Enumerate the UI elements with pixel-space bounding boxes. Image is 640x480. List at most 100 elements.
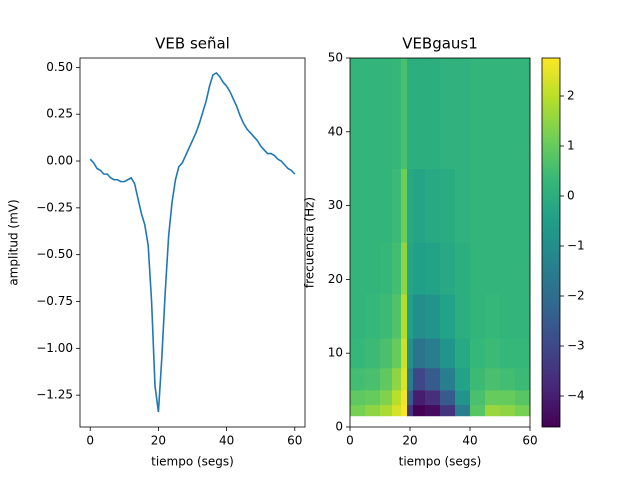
heatmap-cell xyxy=(380,367,393,391)
heatmap-cell xyxy=(413,390,426,406)
heatmap-cell xyxy=(392,404,402,417)
heatmap-cell xyxy=(425,367,441,391)
heatmap-cell xyxy=(413,294,426,339)
heatmap-cell xyxy=(425,58,441,169)
heatmap-cell xyxy=(392,242,402,295)
chart-title: VEBgaus1 xyxy=(402,35,478,53)
heatmap-cell xyxy=(485,58,501,169)
heatmap-cell xyxy=(401,168,408,243)
heatmap-cell xyxy=(401,242,408,295)
heatmap-cell xyxy=(392,58,402,169)
heatmap-cell xyxy=(515,58,531,169)
heatmap-cell xyxy=(413,404,426,417)
heatmap-cell xyxy=(515,404,531,417)
x-axis-label: tiempo (segs) xyxy=(151,455,234,469)
heatmap-cell xyxy=(407,367,414,391)
heatmap-cell xyxy=(440,58,456,169)
colorbar-tick-label: −3 xyxy=(567,339,585,353)
y-tick-label: 40 xyxy=(328,124,343,138)
heatmap-cell xyxy=(440,168,456,243)
heatmap-cell xyxy=(440,404,456,417)
heatmap-cell xyxy=(413,168,426,243)
heatmap-cell xyxy=(407,338,414,369)
x-tick-label: 60 xyxy=(522,434,537,448)
heatmap-cell xyxy=(407,242,414,295)
heatmap-cell xyxy=(365,58,381,169)
heatmap-cell xyxy=(350,338,366,369)
heatmap-cell xyxy=(425,404,441,417)
heatmap-cell xyxy=(413,58,426,169)
heatmap-cell xyxy=(401,294,408,339)
data-line xyxy=(89,71,296,413)
heatmap-cell xyxy=(392,168,402,243)
heatmap-cell xyxy=(440,294,456,339)
heatmap-cell xyxy=(365,168,381,243)
colorbar-tick-label: −4 xyxy=(567,389,585,403)
heatmap-cell xyxy=(365,338,381,369)
heatmap-cell xyxy=(440,338,456,369)
y-axis-label: amplitud (mV) xyxy=(7,199,21,285)
heatmap-cell xyxy=(392,390,402,406)
heatmap-cell xyxy=(515,294,531,339)
colorbar-tick-label: 0 xyxy=(567,189,575,203)
heatmap-cell xyxy=(425,242,441,295)
heatmap-cell xyxy=(407,390,414,406)
heatmap-cell xyxy=(440,390,456,406)
heatmap-cell xyxy=(350,294,366,339)
heatmap-cell xyxy=(380,338,393,369)
y-tick-label: −0.75 xyxy=(36,294,73,308)
heatmap-cell xyxy=(485,168,501,243)
heatmap-cell xyxy=(455,338,471,369)
heatmap-cell xyxy=(392,338,402,369)
heatmap-cell xyxy=(515,242,531,295)
heatmap-cell xyxy=(470,404,486,417)
heatmap-cell xyxy=(413,367,426,391)
x-tick-label: 40 xyxy=(462,434,477,448)
x-tick-label: 0 xyxy=(346,434,354,448)
heatmap-cell xyxy=(401,390,408,406)
heatmap-cell xyxy=(425,294,441,339)
heatmap-cell xyxy=(485,404,501,417)
heatmap-cell xyxy=(380,390,393,406)
heatmap-cell xyxy=(515,390,531,406)
heatmap-cell xyxy=(440,242,456,295)
heatmap-cell xyxy=(350,58,366,169)
heatmap-cell xyxy=(380,58,393,169)
heatmap-cell xyxy=(470,338,486,369)
heatmap-cell xyxy=(413,242,426,295)
heatmap-cell xyxy=(455,58,471,169)
y-tick-label: 0.00 xyxy=(46,154,73,168)
heatmap-cell xyxy=(470,58,486,169)
chart-title: VEB señal xyxy=(155,35,230,53)
heatmap-cell xyxy=(407,168,414,243)
heatmap-cell xyxy=(500,367,516,391)
axes-frame xyxy=(79,57,306,428)
heatmap-cell xyxy=(515,338,531,369)
heatmap-cell xyxy=(401,58,408,169)
colorbar xyxy=(541,57,561,428)
heatmap-cell xyxy=(350,168,366,243)
heatmap-cell xyxy=(455,242,471,295)
heatmap-cell xyxy=(500,242,516,295)
x-tick-label: 60 xyxy=(287,434,302,448)
heatmap-cell xyxy=(380,404,393,417)
y-axis-label: frecuencia (Hz) xyxy=(303,197,317,288)
y-tick-label: 10 xyxy=(328,346,343,360)
y-tick-label: 0.25 xyxy=(46,107,73,121)
heatmap-cell xyxy=(365,367,381,391)
colorbar-tick-label: 2 xyxy=(567,89,575,103)
heatmap-cell xyxy=(365,242,381,295)
y-tick-label: −1.25 xyxy=(36,388,73,402)
heatmap-cell xyxy=(485,367,501,391)
y-tick-label: 0 xyxy=(335,420,343,434)
heatmap-cell xyxy=(401,367,408,391)
heatmap-cell xyxy=(515,168,531,243)
heatmap-cell xyxy=(425,338,441,369)
heatmap-cell xyxy=(500,58,516,169)
heatmap-cell xyxy=(515,367,531,391)
y-tick-label: 0.50 xyxy=(46,60,73,74)
y-tick-label: −1.00 xyxy=(36,341,73,355)
heatmap-cell xyxy=(485,294,501,339)
axes-frame xyxy=(349,57,531,428)
